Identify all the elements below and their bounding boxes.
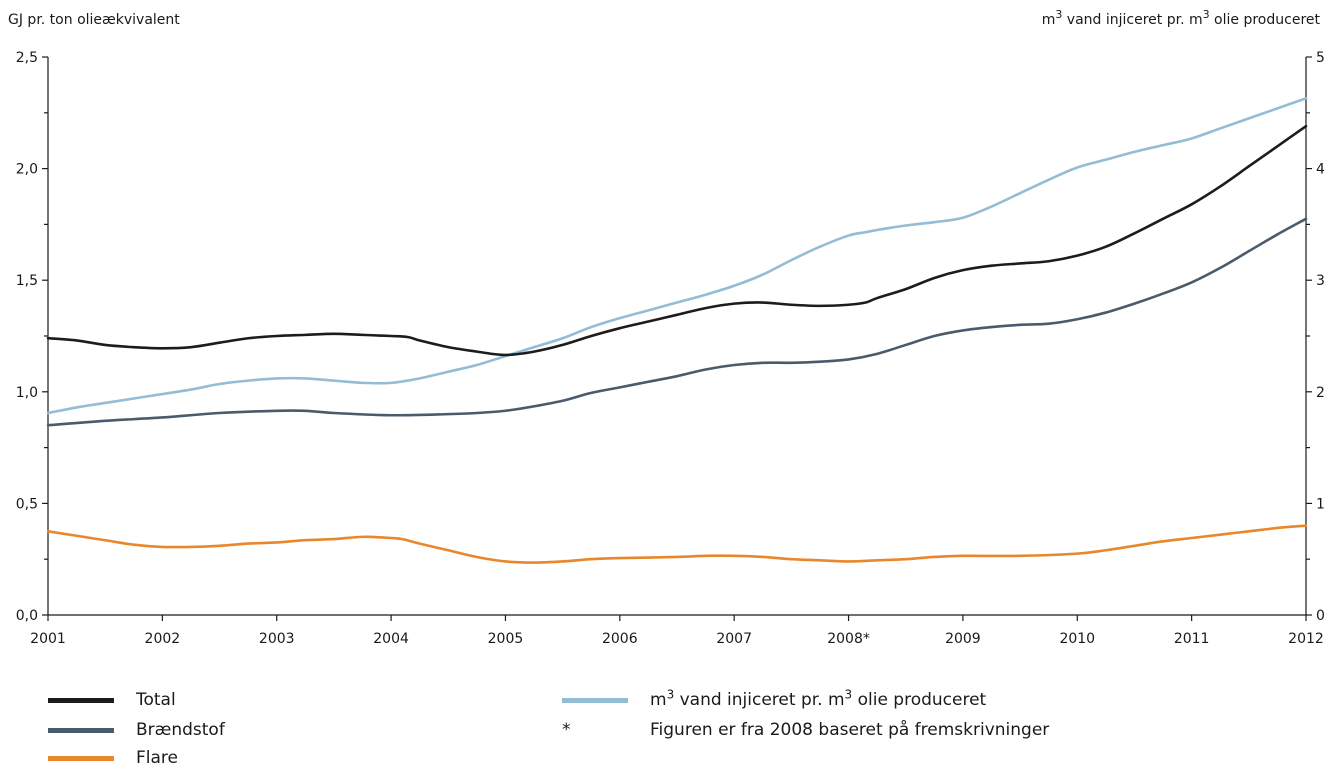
x-tick-label: 2011: [1174, 631, 1210, 647]
legend-swatch-braendstof: [48, 728, 114, 733]
right-tick-label: 2: [1316, 385, 1325, 401]
x-tick-label: 2010: [1059, 631, 1095, 647]
axes: 0,0 0,5 1,0 1,5 2,0 2,5 0 1 2 3 4 5 2001 2002 2003 2004…: [16, 50, 1325, 647]
x-tick-label: 2009: [945, 631, 981, 647]
legend-swatch-flare: [48, 756, 114, 761]
x-tick-label: 2006: [602, 631, 638, 647]
legend-label-total: Total: [136, 690, 176, 710]
legend-swatch-total: [48, 698, 114, 703]
left-axis-title: GJ pr. ton olieækvivalent: [8, 12, 180, 28]
x-tick-label: 2007: [716, 631, 752, 647]
left-tick-label: 0,0: [16, 608, 38, 624]
right-axis-title: m3 vand injiceret pr. m3 olie produceret: [1042, 8, 1321, 29]
legend-label-flare: Flare: [136, 748, 178, 768]
series-line-water-injection: [46, 96, 1308, 415]
left-tick-label: 2,5: [16, 50, 38, 66]
x-tick-label: 2005: [488, 631, 524, 647]
series-layer: [46, 96, 1308, 564]
x-tick-label: 2003: [259, 631, 295, 647]
series-line-total: [46, 124, 1308, 357]
right-tick-label: 3: [1316, 273, 1325, 289]
x-tick-label: 2002: [145, 631, 181, 647]
left-tick-label: 1,5: [16, 273, 38, 289]
right-tick-label: 5: [1316, 50, 1325, 66]
x-tick-label: 2008*: [827, 631, 870, 647]
legend-label-braendstof: Brændstof: [136, 720, 225, 740]
series-line-flare: [46, 524, 1308, 564]
legend-swatch-water: [562, 698, 628, 703]
series-line-braendstof: [46, 217, 1308, 427]
right-tick-label: 4: [1316, 162, 1325, 178]
x-tick-label: 2001: [30, 631, 66, 647]
x-tick-label: 2012: [1288, 631, 1324, 647]
legend-label-water: m3 vand injiceret pr. m3 olie produceret: [650, 687, 987, 710]
left-tick-label: 0,5: [16, 496, 38, 512]
right-tick-label: 0: [1316, 608, 1325, 624]
footnote-text: Figuren er fra 2008 baseret på fremskriv…: [650, 720, 1050, 740]
left-tick-label: 1,0: [16, 385, 38, 401]
x-tick-label: 2004: [373, 631, 409, 647]
left-tick-label: 2,0: [16, 162, 38, 178]
footnote-mark: *: [562, 720, 571, 740]
right-tick-label: 1: [1316, 496, 1325, 512]
